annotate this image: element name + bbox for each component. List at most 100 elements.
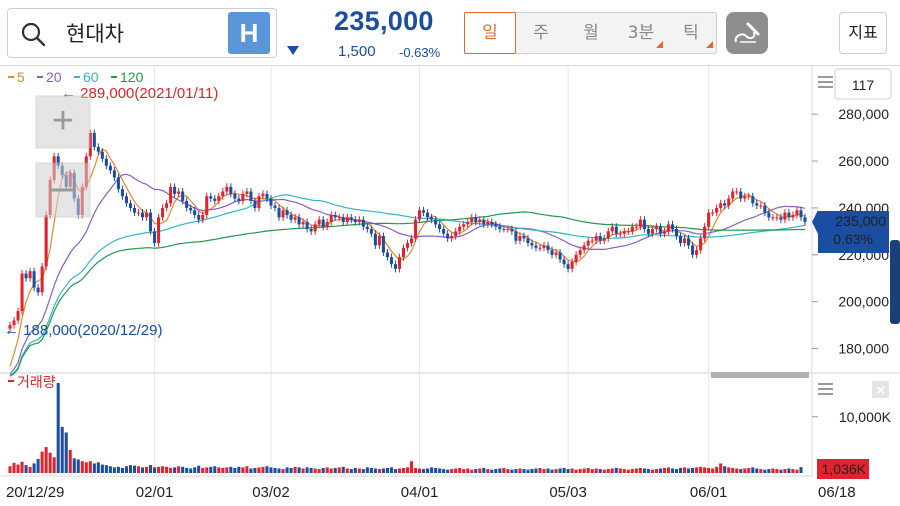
candle-body [779, 217, 783, 220]
candle-body [418, 210, 422, 220]
candle-body [120, 189, 124, 197]
stock-name[interactable]: 현대차 [66, 22, 124, 46]
side-panel-tab[interactable] [890, 240, 900, 324]
volume-bar [490, 469, 494, 473]
volume-bar [426, 468, 430, 473]
candle-body [161, 207, 165, 218]
volume-bar [325, 467, 329, 473]
volume-bar [369, 467, 373, 473]
close-volume-button[interactable] [872, 381, 889, 398]
volume-bar [650, 469, 654, 473]
volume-bar [699, 466, 703, 473]
candle-body [486, 222, 490, 225]
volume-bar [140, 467, 145, 473]
volume-bar [233, 467, 237, 473]
volume-bar [703, 467, 707, 473]
candle-body [618, 233, 622, 235]
candle-body [538, 247, 542, 249]
volume-bar [618, 468, 622, 473]
volume-bar [373, 468, 377, 473]
volume-bar [642, 468, 646, 473]
candle-body [169, 186, 173, 204]
volume-bar [393, 469, 397, 473]
candle-body [530, 243, 534, 246]
volume-legend-label: 거래량 [17, 375, 56, 391]
volume-bar [759, 469, 763, 473]
period-tab-2[interactable]: 월 [583, 23, 599, 43]
candle-body [707, 212, 711, 227]
volume-bar [16, 464, 20, 473]
candle-body [678, 236, 683, 244]
indicator-button[interactable]: 지표 [839, 12, 887, 54]
volume-bar [735, 468, 739, 473]
search-icon[interactable] [20, 21, 46, 47]
candle-body [341, 217, 345, 222]
volume-bar [474, 469, 478, 473]
candle-body [602, 238, 606, 241]
price-tick-label: 280,000 [838, 106, 889, 122]
stock-search-box[interactable]: 현대차 H [7, 8, 277, 58]
volume-bar [779, 469, 783, 473]
volume-bar [72, 458, 76, 473]
candle-body [8, 325, 12, 329]
zoom-in-button[interactable] [35, 95, 91, 149]
volume-bar [24, 465, 28, 473]
volume-bar [273, 467, 277, 473]
candle-body [273, 205, 277, 208]
candle-body [610, 226, 614, 232]
candle-body [683, 238, 687, 244]
candle-body [389, 257, 393, 265]
volume-bar [799, 467, 803, 473]
volume-bar [80, 461, 84, 473]
volume-bar [313, 468, 317, 473]
legend-label: 120 [120, 69, 144, 85]
volume-bar [546, 468, 550, 473]
high-price-annotation: ← 289,000(2021/01/11) [61, 85, 218, 102]
zoom-out-button[interactable] [35, 162, 91, 218]
price-axis: 20/12/29 02/01 03/02 04/01 05/03 06/01 06/18 28… [6, 106, 892, 501]
candle-body [409, 238, 414, 244]
volume-bar [518, 468, 522, 473]
volume-bar [538, 467, 542, 473]
h-button[interactable]: H [228, 12, 270, 54]
candle-body [458, 226, 462, 232]
candle-body [791, 214, 795, 218]
candle-body [20, 273, 24, 312]
drawing-tool-button[interactable] [726, 12, 768, 54]
candle-body [687, 238, 691, 246]
candle-body [132, 207, 137, 213]
chart-area[interactable]: 20/12/29 02/01 03/02 04/01 05/03 06/01 06/18 28… [0, 66, 900, 506]
volume-bar [96, 462, 100, 473]
candle-body [771, 217, 775, 219]
volume-bar [36, 458, 40, 473]
candle-body [269, 198, 273, 206]
candle-body [136, 212, 141, 214]
period-tab-3[interactable]: 3분 [616, 13, 666, 53]
volume-bar [144, 466, 149, 473]
volume-bar [108, 466, 112, 473]
volume-bar [562, 467, 566, 473]
candle-body [289, 214, 293, 220]
period-tab-0[interactable]: 일 [464, 12, 516, 54]
volume-bar [153, 467, 157, 473]
date-tick-label: 06/01 [690, 484, 728, 501]
date-tick-label: 05/03 [549, 484, 587, 501]
volume-bar [530, 469, 534, 473]
period-count-box[interactable] [834, 68, 892, 100]
volume-bar [450, 469, 454, 473]
candle-body [642, 219, 646, 230]
volume-bar [634, 468, 638, 473]
volume-bar [775, 469, 779, 473]
volume-bar [241, 467, 245, 473]
candle-body [446, 233, 450, 239]
volume-bar [662, 467, 666, 473]
period-tab-4[interactable]: 틱 [666, 13, 716, 53]
candle-body [482, 219, 486, 225]
candle-body [414, 219, 418, 239]
volume-bar [161, 466, 165, 473]
candle-body [695, 250, 699, 255]
candle-body [229, 186, 233, 194]
volume-bar [245, 466, 249, 473]
volume-bar [582, 468, 586, 473]
period-tab-1[interactable]: 주 [533, 23, 549, 43]
